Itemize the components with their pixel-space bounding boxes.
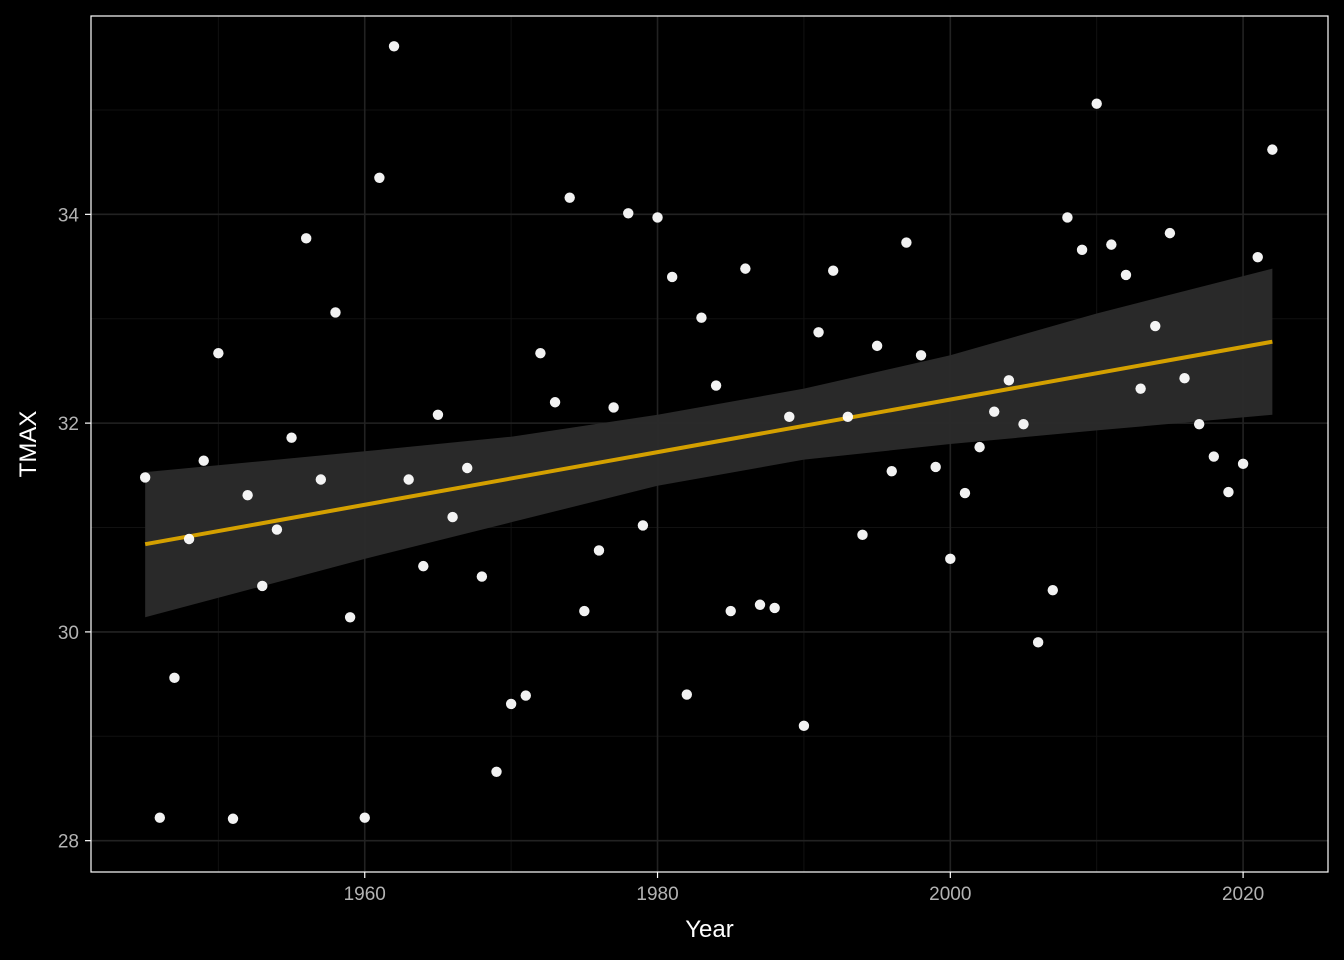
data-point [813, 327, 824, 338]
data-point [1091, 98, 1102, 109]
data-point [315, 474, 327, 485]
data-point [520, 690, 531, 701]
data-point [857, 529, 868, 541]
data-point [959, 487, 971, 499]
data-point [242, 489, 253, 501]
data-point [915, 350, 927, 361]
data-point [1164, 227, 1176, 239]
data-points [139, 41, 1278, 824]
data-point [462, 462, 473, 474]
data-point [169, 672, 180, 684]
data-point [989, 406, 1000, 417]
data-point [227, 813, 239, 824]
data-point [784, 411, 795, 423]
data-point [1106, 239, 1117, 250]
x-tick-label: 1980 [636, 884, 678, 905]
data-point [1076, 244, 1088, 256]
panel-border [90, 15, 1329, 873]
data-point [593, 545, 605, 556]
y-axis-title: TMAX [15, 411, 42, 478]
data-point [388, 41, 400, 52]
data-point [696, 312, 707, 323]
data-point [154, 812, 166, 823]
data-point [1267, 144, 1278, 155]
x-axis-ticks: 1960 1980 2000 2020 [344, 872, 1264, 905]
data-point [505, 698, 517, 710]
data-point [901, 237, 912, 248]
data-point [1252, 251, 1263, 263]
data-point [374, 172, 385, 184]
x-axis-title: Year [685, 916, 734, 943]
trend-line [144, 339, 1273, 547]
data-point [213, 347, 224, 359]
data-point [257, 580, 268, 592]
data-point [798, 720, 810, 732]
data-point [1018, 418, 1029, 430]
data-point [1062, 212, 1073, 223]
data-point [418, 560, 429, 572]
data-point [1179, 373, 1190, 384]
y-tick-label: 32 [58, 414, 79, 435]
data-point [139, 472, 151, 483]
data-point [1193, 418, 1205, 430]
y-tick-label: 34 [58, 205, 80, 226]
data-point [637, 520, 649, 531]
data-point [564, 192, 575, 203]
data-point [1032, 637, 1044, 648]
y-axis-ticks: 28 30 32 34 [58, 205, 91, 853]
x-tick-label: 2020 [1222, 884, 1264, 905]
data-point [1120, 269, 1132, 281]
x-tick-label: 2000 [929, 884, 971, 905]
data-point [828, 265, 839, 276]
data-point [886, 465, 897, 477]
data-point [549, 397, 561, 408]
data-point [681, 689, 693, 700]
data-point [623, 208, 634, 219]
data-point [491, 766, 502, 777]
data-point [945, 553, 956, 565]
data-point [871, 340, 883, 352]
data-point [608, 402, 619, 413]
data-point [930, 461, 941, 473]
data-point [286, 432, 297, 443]
data-point [842, 411, 854, 423]
data-point [1047, 584, 1058, 596]
data-point [1003, 375, 1015, 386]
x-tick-label: 1960 [344, 884, 386, 905]
data-point [579, 605, 590, 617]
data-point [344, 612, 356, 623]
data-point [1135, 383, 1146, 394]
data-point [974, 441, 985, 453]
data-point [300, 233, 312, 244]
data-point [476, 571, 488, 582]
data-point [1150, 320, 1161, 332]
data-point [183, 533, 195, 545]
data-point [725, 605, 736, 617]
data-point [769, 602, 780, 614]
data-point [652, 212, 663, 223]
y-tick-label: 30 [58, 623, 79, 644]
data-point [359, 812, 370, 823]
data-point [1223, 486, 1234, 498]
data-point [666, 271, 678, 283]
data-point [330, 307, 341, 318]
data-point [754, 599, 766, 610]
y-tick-label: 28 [58, 832, 79, 853]
data-point [1208, 451, 1220, 462]
data-point [403, 474, 414, 485]
data-point [271, 524, 283, 535]
data-point [535, 347, 546, 359]
data-point [740, 263, 751, 274]
data-point [710, 380, 722, 391]
data-point [198, 455, 209, 466]
data-point [1237, 458, 1249, 470]
data-point [432, 409, 444, 420]
data-point [447, 511, 458, 523]
